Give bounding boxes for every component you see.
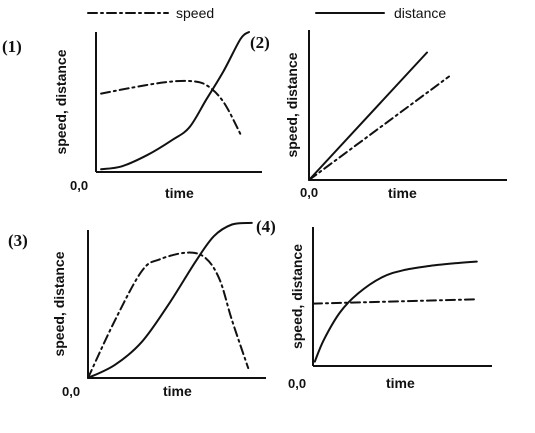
origin-label: 0,0 xyxy=(62,384,80,399)
legend-label-speed: speed xyxy=(176,5,214,21)
chart-panels: (1) speed, distance 0,0 time (2) speed, dista… xyxy=(2,30,507,399)
panel-label: (3) xyxy=(8,231,28,250)
series-line-distance xyxy=(313,260,478,363)
y-axis-title: speed, distance xyxy=(53,49,69,154)
chart-panel-3: (3) speed, distance 0,0 time xyxy=(8,221,266,399)
chart-panel-1: (1) speed, distance 0,0 time xyxy=(2,31,262,201)
x-axis-title: time xyxy=(388,185,417,201)
chart-panel-4: (4) speed, distance 0,0 time xyxy=(256,217,492,391)
series-line-distance xyxy=(308,51,428,181)
series-line-speed xyxy=(312,298,478,305)
series-line-speed xyxy=(87,251,250,379)
x-axis-title: time xyxy=(165,185,194,201)
y-axis-title: speed, distance xyxy=(51,251,67,356)
legend-label-distance: distance xyxy=(394,5,446,21)
legend-item-distance: distance xyxy=(315,5,446,21)
y-axis-title: speed, distance xyxy=(284,52,300,157)
panel-label: (2) xyxy=(250,33,270,52)
panel-label: (4) xyxy=(256,217,276,236)
legend-item-speed: speed xyxy=(87,5,214,21)
x-axis-title: time xyxy=(163,383,192,399)
chart-panel-2: (2) speed, distance 0,0 time xyxy=(250,30,507,201)
panel-label: (1) xyxy=(2,37,22,56)
legend: speed distance xyxy=(87,5,446,21)
origin-label: 0,0 xyxy=(70,178,88,193)
series-line-distance xyxy=(87,221,253,379)
y-axis-title: speed, distance xyxy=(289,244,305,349)
series-line-speed xyxy=(100,79,242,136)
x-axis-title: time xyxy=(386,375,415,391)
series-line-speed xyxy=(308,75,450,181)
series-line-distance xyxy=(100,31,250,171)
origin-label: 0,0 xyxy=(300,185,318,200)
origin-label: 0,0 xyxy=(288,376,306,391)
